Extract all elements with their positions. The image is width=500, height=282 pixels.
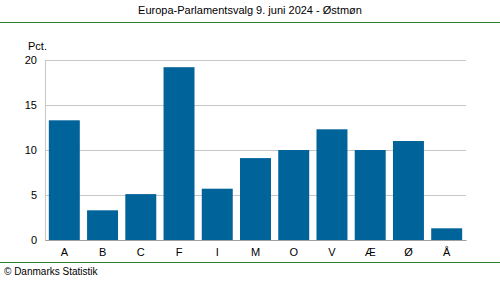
header-rule xyxy=(0,22,500,23)
x-tick: F xyxy=(176,240,183,258)
bar xyxy=(431,228,462,240)
x-tick-label: A xyxy=(61,246,69,258)
bar xyxy=(125,194,156,240)
x-tick: I xyxy=(216,240,219,258)
x-axis-line xyxy=(46,240,467,241)
x-tick-label: C xyxy=(137,246,145,258)
y-axis-line xyxy=(45,61,46,241)
x-tick-label: V xyxy=(328,246,336,258)
bar xyxy=(202,189,233,240)
x-tick: O xyxy=(289,240,298,258)
x-tick: Å xyxy=(443,240,451,258)
bars xyxy=(49,67,462,240)
x-tick: C xyxy=(137,240,145,258)
bar xyxy=(393,141,424,240)
source: © Danmarks Statistik xyxy=(4,266,99,277)
grid-line xyxy=(45,60,466,61)
y-tick-label: 15 xyxy=(25,99,37,111)
y-tick: 10 xyxy=(25,144,45,156)
y-tick-label: 20 xyxy=(25,54,37,66)
chart: Europa-Parlamentsvalg 9. juni 2024 - Øst… xyxy=(0,0,500,282)
x-tick: Æ xyxy=(365,240,376,258)
x-tick: V xyxy=(328,240,336,258)
footer-rule xyxy=(0,262,500,263)
x-tick-label: O xyxy=(289,246,298,258)
x-tick-label: M xyxy=(251,246,260,258)
grid xyxy=(45,61,466,241)
x-tick: A xyxy=(61,240,69,258)
x-axis: ABCFIMOVÆØÅ xyxy=(46,240,467,258)
x-tick-label: Ø xyxy=(404,246,413,258)
x-tick-label: Å xyxy=(443,246,451,258)
title: Europa-Parlamentsvalg 9. juni 2024 - Øst… xyxy=(138,4,362,16)
x-tick-label: F xyxy=(176,246,183,258)
bar xyxy=(49,120,80,240)
x-tick: B xyxy=(99,240,106,258)
x-tick-label: Æ xyxy=(365,246,376,258)
bar xyxy=(240,158,271,240)
y-axis-title: Pct. xyxy=(28,40,47,52)
y-tick: 15 xyxy=(25,99,45,111)
grid-line xyxy=(45,105,466,106)
y-tick-label: 5 xyxy=(31,189,37,201)
bar xyxy=(164,67,195,240)
bar xyxy=(316,129,347,240)
y-tick-label: 10 xyxy=(25,144,37,156)
x-tick-label: B xyxy=(99,246,106,258)
y-axis: 0 5 10 15 20 xyxy=(25,54,46,246)
y-tick: 5 xyxy=(31,189,45,201)
y-tick-label: 0 xyxy=(31,234,37,246)
grid-line xyxy=(45,240,466,241)
bar xyxy=(87,210,118,240)
y-tick: 0 xyxy=(31,234,45,246)
x-tick-label: I xyxy=(216,246,219,258)
bar xyxy=(355,150,386,240)
y-tick: 20 xyxy=(25,54,45,66)
x-tick: Ø xyxy=(404,240,413,258)
x-tick: M xyxy=(251,240,260,258)
bar xyxy=(278,150,309,240)
